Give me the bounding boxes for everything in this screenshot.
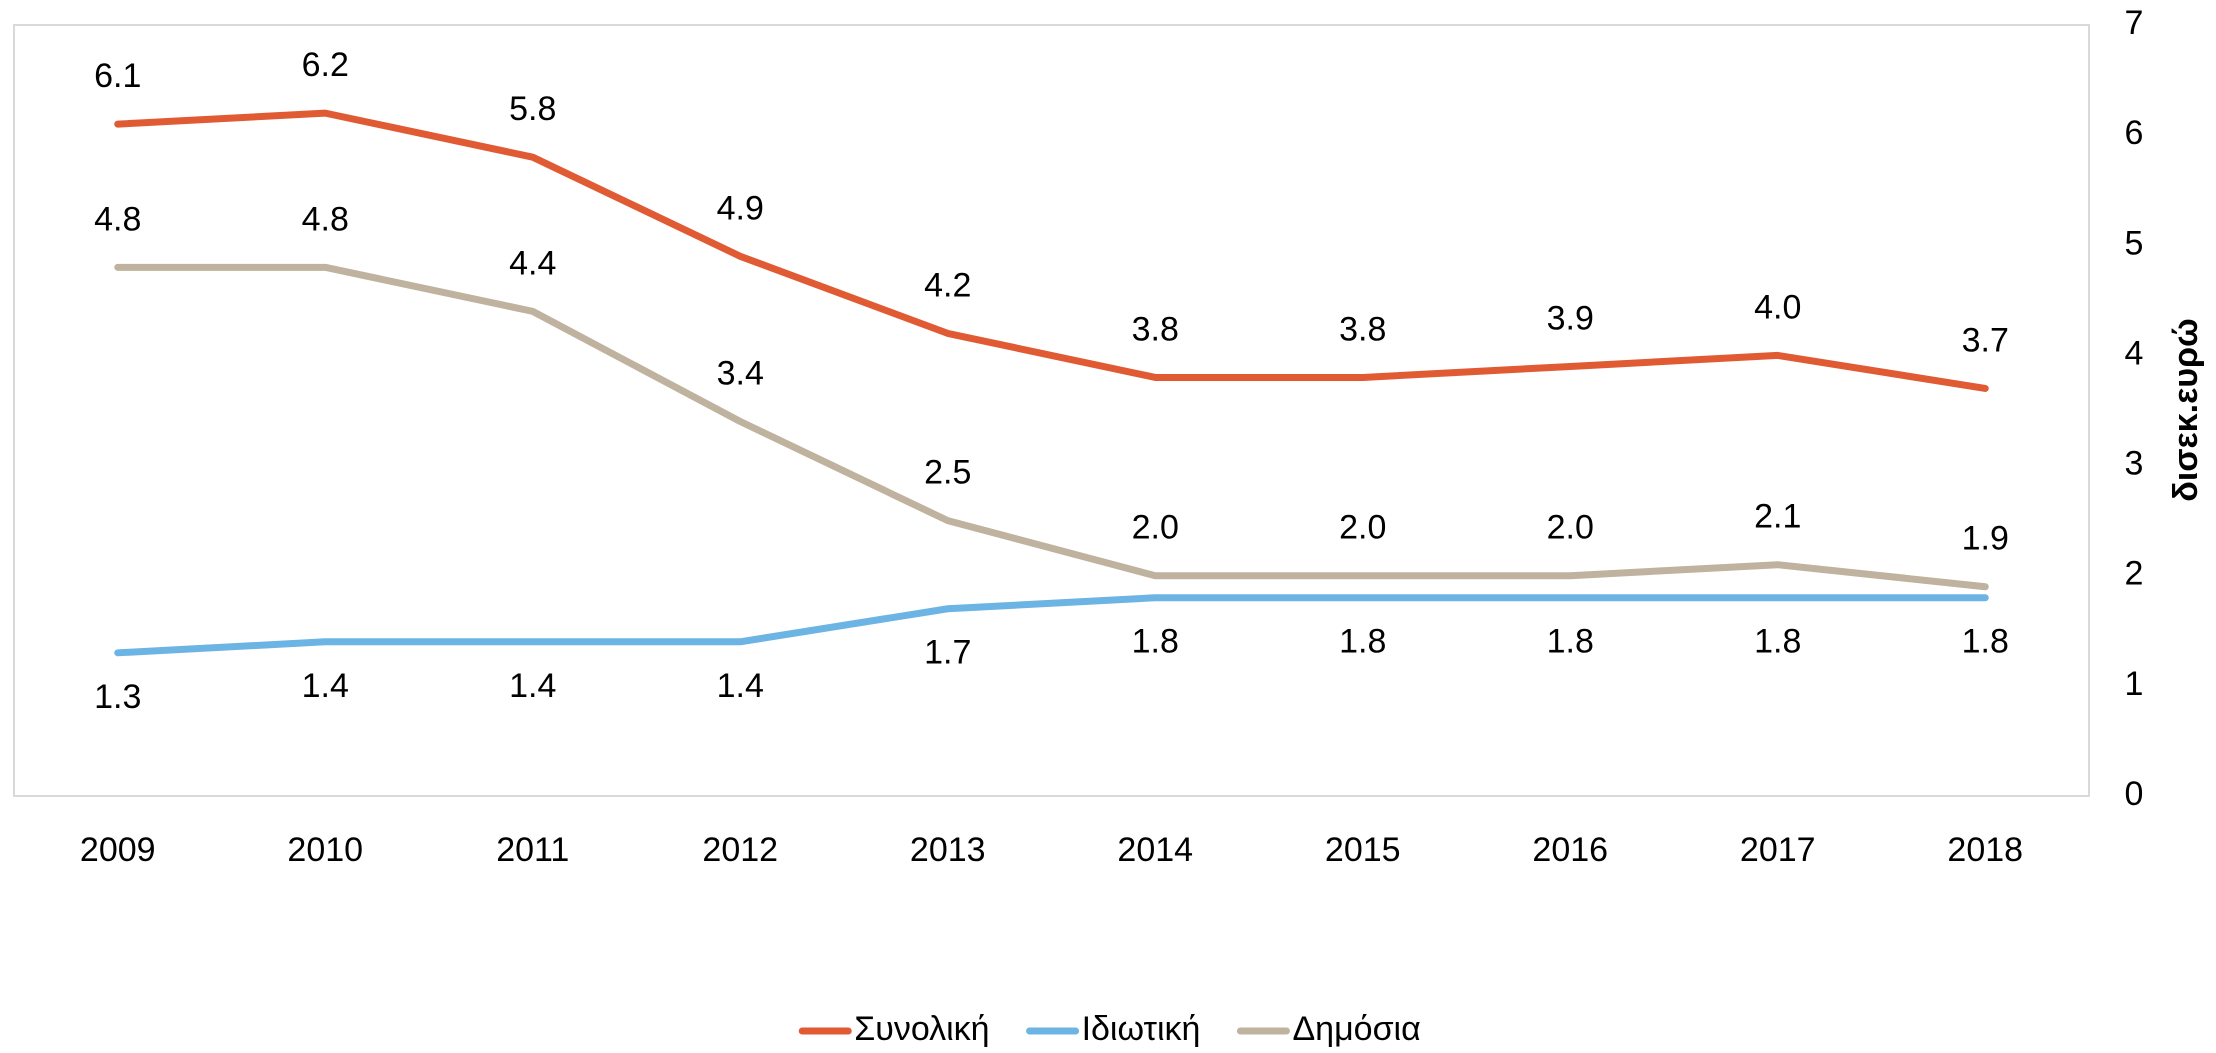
- data-label: 4.8: [302, 200, 349, 238]
- x-tick-label: 2011: [496, 831, 569, 869]
- data-label: 3.9: [1547, 299, 1594, 337]
- series-line: [114, 263, 1989, 591]
- x-tick-label: 2015: [1325, 831, 1401, 869]
- data-label: 1.4: [302, 667, 349, 705]
- data-label: 1.8: [1132, 623, 1179, 661]
- data-label: 1.3: [94, 678, 141, 716]
- y-tick-label: 4: [2125, 334, 2144, 372]
- data-label: 4.9: [717, 189, 764, 227]
- y-tick-label: 3: [2125, 445, 2144, 483]
- data-label: 4.0: [1754, 288, 1801, 326]
- series-line: [114, 594, 1989, 657]
- y-tick-label: 0: [2125, 775, 2144, 813]
- x-tick-label: 2018: [1947, 831, 2023, 869]
- legend-label: Συνολική: [854, 1010, 989, 1048]
- legend-label: Ιδιωτική: [1082, 1010, 1201, 1048]
- series-line: [114, 109, 1989, 392]
- y-tick-label: 2: [2125, 555, 2144, 593]
- x-tick-label: 2013: [910, 831, 986, 869]
- data-label: 4.4: [509, 244, 556, 282]
- data-label: 1.4: [717, 667, 764, 705]
- x-tick-label: 2012: [702, 831, 778, 869]
- data-label: 5.8: [509, 90, 556, 128]
- y-tick-label: 7: [2125, 4, 2144, 42]
- data-label: 3.7: [1962, 321, 2009, 359]
- data-label: 2.0: [1132, 509, 1179, 547]
- data-label: 1.8: [1547, 623, 1594, 661]
- x-tick-label: 2017: [1740, 831, 1816, 869]
- plot-frame: [13, 24, 2090, 797]
- data-label: 4.2: [924, 266, 971, 304]
- x-tick-label: 2010: [287, 831, 363, 869]
- legend-label: Δημόσια: [1292, 1010, 1420, 1048]
- data-label: 2.0: [1547, 509, 1594, 547]
- y-axis-title: δισεκ.ευρώ: [2167, 318, 2205, 502]
- data-label: 1.8: [1962, 623, 2009, 661]
- x-tick-label: 2014: [1117, 831, 1193, 869]
- legend: Συνολική Ιδιωτική Δημόσια: [798, 1010, 1421, 1048]
- data-label: 6.2: [302, 46, 349, 84]
- y-tick-label: 1: [2125, 665, 2144, 703]
- data-label: 6.1: [94, 57, 141, 95]
- data-label: 1.4: [509, 667, 556, 705]
- data-label: 3.8: [1339, 310, 1386, 348]
- data-label: 1.7: [924, 634, 971, 672]
- data-label: 1.9: [1962, 520, 2009, 558]
- x-tick-label: 2016: [1532, 831, 1608, 869]
- data-label: 2.1: [1754, 498, 1801, 536]
- data-label: 2.0: [1339, 509, 1386, 547]
- y-tick-label: 6: [2125, 114, 2144, 152]
- data-label: 1.8: [1339, 623, 1386, 661]
- data-label: 4.8: [94, 200, 141, 238]
- x-tick-label: 2009: [80, 831, 156, 869]
- y-tick-label: 5: [2125, 224, 2144, 262]
- data-label: 2.5: [924, 454, 971, 492]
- data-label: 3.8: [1132, 310, 1179, 348]
- data-label: 3.4: [717, 354, 764, 392]
- data-label: 1.8: [1754, 623, 1801, 661]
